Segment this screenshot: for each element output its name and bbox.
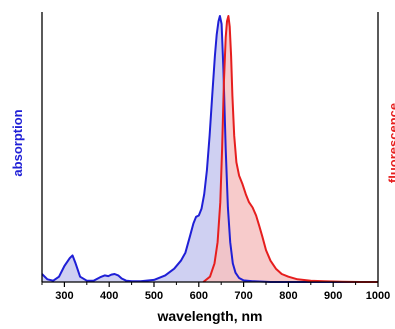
x-tick-label: 700 [234,290,252,302]
x-tick-label: 1000 [366,290,390,302]
series-line-absorption [41,15,378,283]
x-axis-title: wavelength, nm [156,308,262,324]
x-tick-label: 900 [324,290,342,302]
x-tick-label: 600 [190,290,208,302]
x-tick-label: 300 [55,290,73,302]
series-fill-fluorescence [203,16,378,282]
x-tick-label: 800 [279,290,297,302]
series-fill-absorption [42,16,378,282]
plot-area [41,15,378,283]
x-tick-label: 400 [100,290,118,302]
x-tick-label: 500 [145,290,163,302]
y-axis-title-fluorescence: fluorescence [386,103,395,183]
series-line-fluorescence [202,15,378,283]
axes: 300 400 500 600 700 800 900 1000 [41,12,390,302]
y-axis-title-absorption: absorption [10,109,25,176]
